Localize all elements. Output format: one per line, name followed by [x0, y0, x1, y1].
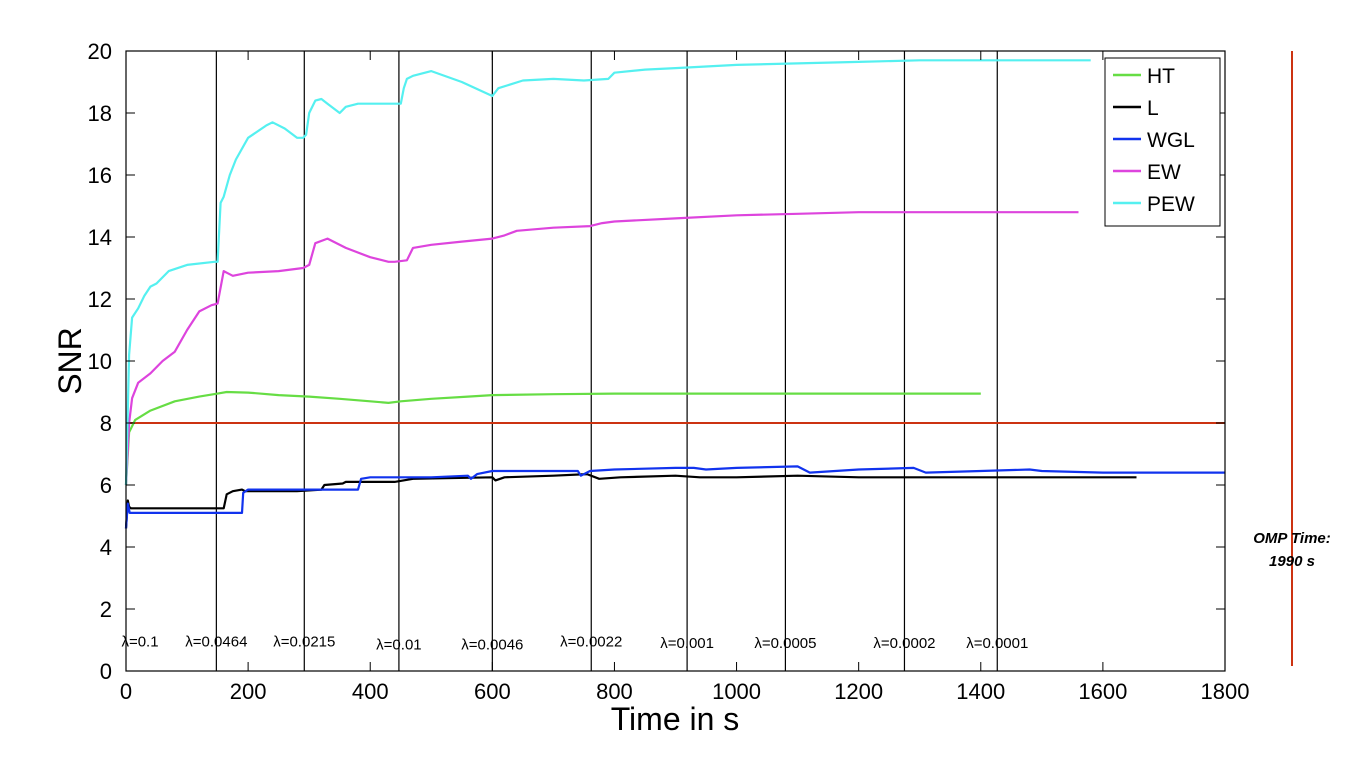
x-tick-label-8: 1600 [1078, 679, 1127, 704]
legend-box [1104, 57, 1221, 227]
series-line-ew [124, 211, 1079, 486]
legend-items: HT L WGL EW PEW [1113, 65, 1195, 216]
plot-lines-layer [124, 51, 1225, 671]
y-tick-label-7: 14 [88, 225, 112, 250]
x-tick-label-2: 400 [352, 679, 389, 704]
x-tick-label-1: 200 [230, 679, 267, 704]
lambda-label-9: λ=0.0001 [966, 635, 1028, 652]
lambda-label-5: λ=0.0022 [560, 634, 622, 651]
x-tick-label-3: 600 [474, 679, 511, 704]
y-tick-label-6: 12 [88, 287, 112, 312]
axis-ticks-layer [125, 50, 1226, 672]
omp-time-label-line1: OMP Time: [1253, 530, 1331, 547]
x-axis-title: Time in s [611, 701, 740, 737]
y-tick-label-0: 0 [100, 659, 112, 684]
series-line-l [124, 473, 1137, 529]
y-tick-label-1: 2 [100, 597, 112, 622]
y-tick-label-5: 10 [88, 349, 112, 374]
legend-label-ew: EW [1147, 161, 1181, 184]
y-tick-label-2: 4 [100, 535, 112, 560]
lambda-label-4: λ=0.0046 [461, 637, 523, 654]
x-tick-label-7: 1400 [956, 679, 1005, 704]
lambda-label-3: λ=0.01 [376, 637, 421, 654]
y-tick-label-10: 20 [88, 39, 112, 64]
plot-area-frame [125, 50, 1226, 672]
axis-labels-layer: λ=0.1 λ=0.0464 λ=0.0215 λ=0.01 λ=0.0046 λ=0.0… [88, 39, 1250, 704]
x-tick-label-4: 800 [596, 679, 633, 704]
x-tick-label-9: 1800 [1201, 679, 1250, 704]
x-tick-label-6: 1200 [834, 679, 883, 704]
y-axis-title: SNR [52, 327, 88, 395]
legend-label-l: L [1147, 97, 1159, 120]
legend-label-ht: HT [1147, 65, 1175, 88]
x-tick-label-0: 0 [120, 679, 132, 704]
legend-label-wgl: WGL [1147, 129, 1195, 152]
y-tick-label-3: 6 [100, 473, 112, 498]
legend: HT L WGL EW PEW [1104, 57, 1221, 227]
series-line-wgl [124, 465, 1225, 529]
omp-time-label-line2: 1990 s [1269, 553, 1315, 570]
y-tick-label-8: 16 [88, 163, 112, 188]
y-tick-label-4: 8 [100, 411, 112, 436]
x-tick-label-5: 1000 [712, 679, 761, 704]
legend-label-pew: PEW [1147, 193, 1195, 216]
lambda-label-6: λ=0.001 [660, 635, 714, 652]
lambda-label-2: λ=0.0215 [273, 634, 335, 651]
y-tick-label-9: 18 [88, 101, 112, 126]
lambda-label-1: λ=0.0464 [185, 634, 247, 651]
lambda-label-8: λ=0.0002 [873, 635, 935, 652]
lambda-label-0: λ=0.1 [121, 634, 158, 651]
lambda-label-7: λ=0.0005 [754, 635, 816, 652]
series-line-ht [124, 390, 981, 486]
series-line-pew [124, 59, 1091, 486]
